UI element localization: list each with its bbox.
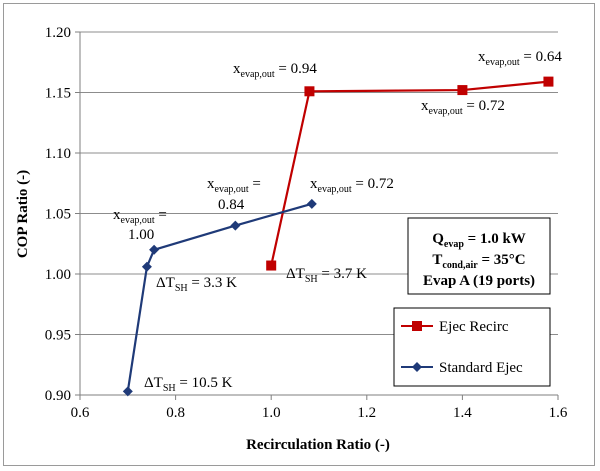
annotation-x100-value: 1.00	[128, 227, 154, 243]
series-line-ejec-recirc	[270, 80, 549, 266]
legend-label-ejec-recirc: Ejec Recirc	[439, 319, 509, 335]
y-tick-label: 1.05	[45, 207, 71, 223]
legend-label-standard-ejec: Standard Ejec	[439, 360, 523, 376]
data-point-ejec-recirc	[266, 260, 277, 271]
annotation-x072-blue: xevap,out = 0.72	[310, 176, 394, 195]
data-point-standard-ejec	[141, 261, 152, 272]
data-point-standard-ejec	[306, 198, 317, 209]
x-tick-label: 0.6	[71, 405, 90, 421]
chart-frame	[3, 3, 595, 466]
info-box	[407, 217, 551, 295]
data-point-standard-ejec	[230, 220, 241, 231]
x-tick-label: 1.0	[262, 405, 281, 421]
x-tick-label: 1.4	[453, 405, 472, 421]
annotation-x084-value: 0.84	[218, 197, 245, 213]
info-qevap: Qevap = 1.0 kW	[432, 231, 526, 250]
annotation-dt105: ΔTSH = 10.5 K	[144, 375, 233, 394]
x-tick-labels: 0.6 0.8 1.0 1.2 1.4 1.6	[71, 405, 568, 421]
info-tcond: Tcond,air = 35°C	[432, 252, 525, 271]
x-tick-label: 0.8	[166, 405, 185, 421]
x-tick-label: 1.2	[357, 405, 376, 421]
data-point-ejec-recirc	[543, 76, 554, 87]
legend-marker-standard-ejec	[412, 362, 422, 372]
y-tick-label: 0.90	[45, 388, 71, 404]
y-tick-labels: 0.90 0.95 1.00 1.05 1.10 1.15 1.20	[45, 25, 71, 404]
data-point-standard-ejec	[149, 244, 160, 255]
data-point-standard-ejec	[122, 386, 133, 397]
y-tick-label: 1.15	[45, 86, 71, 102]
x-axis-title: Recirculation Ratio (-)	[246, 437, 390, 453]
info-evap: Evap A (19 ports)	[423, 273, 535, 289]
y-tick-label: 1.00	[45, 267, 71, 283]
data-point-ejec-recirc	[457, 85, 468, 96]
y-axis-title: COP Ratio (-)	[15, 170, 31, 258]
annotation-x100: xevap,out =	[113, 207, 167, 226]
y-tick-label: 0.95	[45, 328, 71, 344]
annotation-x094: xevap,out = 0.94	[233, 61, 317, 80]
data-point-ejec-recirc	[304, 86, 315, 97]
annotation-x084: xevap,out =	[207, 176, 261, 195]
annotation-x072-red: xevap,out = 0.72	[421, 98, 505, 117]
series-group	[122, 76, 554, 397]
x-tick-label: 1.6	[549, 405, 568, 421]
y-tick-label: 1.10	[45, 146, 71, 162]
annotation-x064: xevap,out = 0.64	[478, 49, 562, 68]
annotation-dt33: ΔTSH = 3.3 K	[156, 275, 237, 294]
legend-marker-ejec-recirc	[412, 321, 422, 331]
annotation-dt37: ΔTSH = 3.7 K	[286, 266, 367, 285]
y-tick-label: 1.20	[45, 25, 71, 41]
